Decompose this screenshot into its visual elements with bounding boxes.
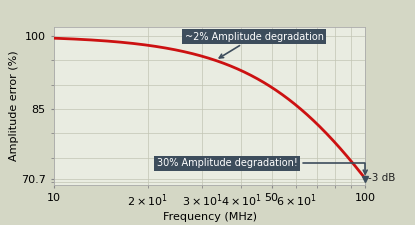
Text: 30% Amplitude degradation!: 30% Amplitude degradation! — [157, 158, 367, 174]
X-axis label: Frequency (MHz): Frequency (MHz) — [163, 212, 256, 222]
Text: -3 dB: -3 dB — [369, 173, 395, 183]
Y-axis label: Amplitude error (%): Amplitude error (%) — [10, 50, 20, 161]
Text: ~2% Amplitude degradation: ~2% Amplitude degradation — [185, 32, 324, 58]
